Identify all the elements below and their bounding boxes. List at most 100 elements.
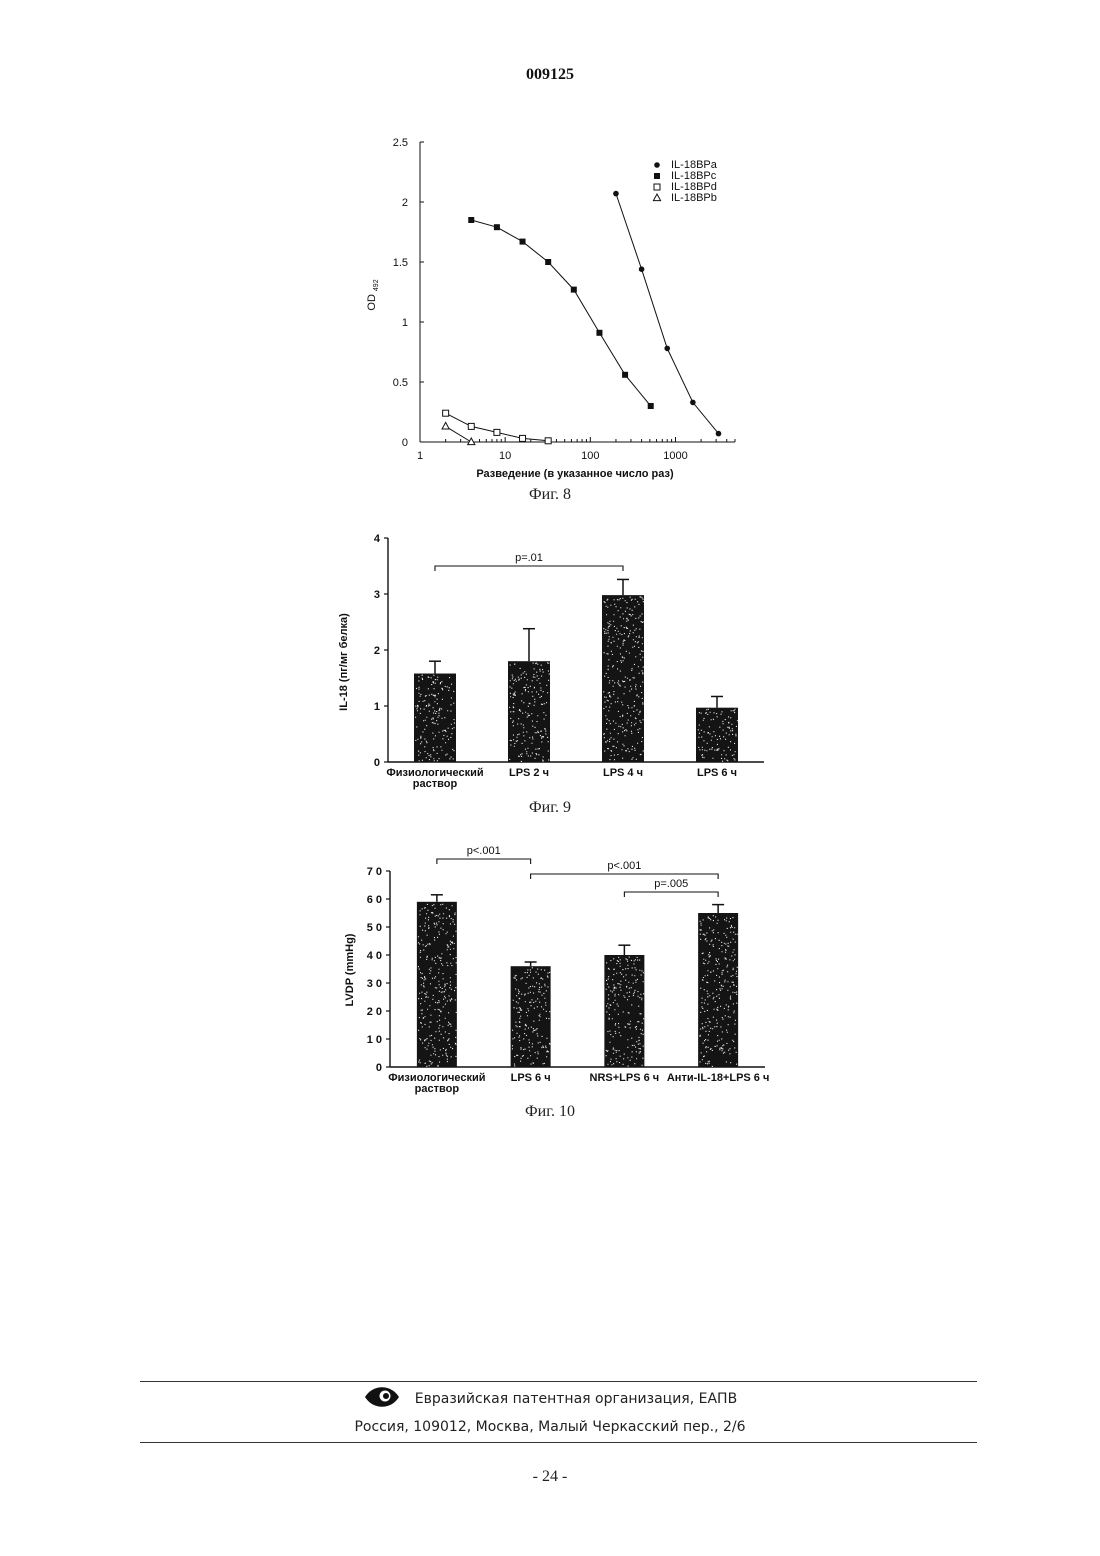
figure-9-body: 01234ФизиологическийрастворLPS 2 чLPS 4 … [374, 533, 764, 790]
figure-9-significance-bracket [435, 566, 623, 571]
footer-organization: Евразийская патентная организация, ЕАПВ [0, 1386, 1100, 1412]
figure-8-y-axis-label: OD 492 [366, 279, 380, 310]
figure-8-data-point [520, 435, 526, 441]
figure-8-data-point [520, 239, 526, 245]
figure-8-legend-label: IL-18BPb [671, 192, 717, 204]
figure-10-significance-bracket [624, 892, 718, 897]
figure-8-caption: Фиг. 8 [529, 486, 571, 503]
figure-10-caption: Фиг. 10 [525, 1103, 575, 1120]
figure-8-series-line [616, 194, 719, 434]
figure-9-category-label: раствор [413, 778, 458, 790]
figure-8-legend-marker [654, 162, 660, 168]
figure-9-category-label: LPS 2 ч [509, 767, 549, 779]
figure-10-bar [604, 955, 644, 1067]
figure-8-series [442, 191, 721, 445]
figure-8-data-point [443, 410, 449, 416]
figure-8-data-point [494, 429, 500, 435]
figure-10-y-axis-label: LVDP (mmHg) [344, 933, 356, 1006]
figure-10-significance-label: p<.001 [607, 860, 641, 872]
figure-9-bar [696, 708, 738, 762]
figure-8-y-tick-label: 2 [402, 197, 408, 209]
footer-bottom-rule [140, 1442, 977, 1443]
figure-8-y-tick-label: 2.5 [393, 137, 408, 149]
figure-9-bar-group [602, 579, 644, 762]
figure-9-bar-chart: 01234ФизиологическийрастворLPS 2 чLPS 4 … [0, 520, 1100, 820]
figure-10-y-tick-label: 5 0 [367, 922, 382, 934]
figure-10-bar-group [698, 905, 738, 1067]
figure-8-legend-marker [653, 194, 660, 201]
figure-9-bar [414, 674, 456, 762]
figure-8-series-line [471, 220, 650, 406]
figure-10-y-tick-label: 3 0 [367, 978, 382, 990]
footer-org-text: Евразийская патентная организация, ЕАПВ [415, 1391, 737, 1407]
eapo-eye-logo-icon [363, 1386, 401, 1412]
figure-8-data-point [648, 403, 654, 409]
figure-10-body: 01 02 03 04 05 06 07 0Физиологическийрас… [367, 845, 770, 1095]
figure-10-y-tick-label: 2 0 [367, 1006, 382, 1018]
figure-8-data-point [596, 330, 602, 336]
figure-9-bar-group [508, 629, 550, 762]
figure-8-series-IL-18BPc [468, 217, 653, 409]
figure-8-y-axis-label-main: OD [366, 294, 378, 311]
figure-8-legend-marker [654, 184, 660, 190]
figure-8-data-point [664, 346, 670, 352]
figure-8-x-tick-label: 1 [417, 450, 423, 462]
figure-8-y-tick-label: 1.5 [393, 257, 408, 269]
figure-10-y-tick-label: 4 0 [367, 950, 382, 962]
footer-top-rule [140, 1381, 977, 1382]
figure-10-significance-bracket [437, 859, 531, 864]
figure-10-y-tick-label: 7 0 [367, 866, 382, 878]
figure-10-y-tick-label: 0 [376, 1062, 382, 1074]
figure-10-y-tick-label: 1 0 [367, 1034, 382, 1046]
figure-8-data-point [442, 422, 449, 429]
figure-8-x-axis-label: Разведение (в указанное число раз) [476, 468, 674, 480]
figure-10-bar-group [417, 895, 457, 1067]
figure-9-y-tick-label: 3 [374, 589, 380, 601]
figure-10-category-label: раствор [415, 1083, 460, 1095]
figure-8-data-point [613, 191, 619, 197]
figure-10-y-tick-label: 6 0 [367, 894, 382, 906]
figure-8-series-line [446, 413, 549, 441]
figure-8-data-point [468, 423, 474, 429]
figure-9-significance-label: p=.01 [515, 552, 543, 564]
page-number: - 24 - [0, 1468, 1100, 1486]
figure-10-significance-label: p<.001 [467, 845, 501, 857]
figure-10-bar-chart: 01 02 03 04 05 06 07 0Физиологическийрас… [0, 820, 1100, 1120]
figure-8-x-tick-label: 10 [499, 450, 511, 462]
figure-9-bar-group [696, 696, 738, 762]
figure-8-data-point [690, 400, 696, 406]
figure-8-y-axis-label-sub: 492 [373, 279, 380, 291]
figure-8-data-point [639, 266, 645, 272]
figure-8-data-point [571, 287, 577, 293]
figure-8-data-point [716, 431, 722, 437]
figure-10-bar-group [511, 962, 551, 1067]
figure-10-significance-label: p=.005 [654, 878, 688, 890]
figure-10-significance-bracket [531, 874, 719, 879]
figure-8-data-point [545, 438, 551, 444]
figure-10-bar-group [604, 945, 644, 1067]
figure-8-x-tick-label: 100 [581, 450, 599, 462]
figure-8-legend-marker [654, 173, 660, 179]
figure-8-data-point [468, 438, 475, 445]
figure-9-bar-group [414, 661, 456, 762]
figure-9-y-tick-label: 4 [374, 533, 381, 545]
figure-10-bar [511, 966, 551, 1067]
figure-8-x-tick-label: 1000 [663, 450, 687, 462]
figure-8-scatter-chart: 0 0.5 1 1.5 2 2.5 1 10 100 1000 IL-18BPaIL-18BPcI… [0, 0, 1100, 520]
figure-8-y-tick-label: 0 [402, 437, 408, 449]
figure-8-legend: IL-18BPaIL-18BPcIL-18BPdIL-18BPb [653, 159, 717, 204]
figure-8-data-point [622, 372, 628, 378]
figure-8-y-tick-label: 1 [402, 317, 408, 329]
figure-8-y-tick-label: 0.5 [393, 377, 408, 389]
figure-9-caption: Фиг. 9 [529, 799, 571, 816]
figure-9-y-tick-label: 2 [374, 645, 380, 657]
figure-9-bar [602, 595, 644, 762]
figure-9-category-label: LPS 4 ч [603, 767, 643, 779]
figure-10-bar [417, 902, 457, 1067]
figure-10-category-label: LPS 6 ч [511, 1072, 551, 1084]
figure-9-category-label: LPS 6 ч [697, 767, 737, 779]
figure-8-data-point [545, 259, 551, 265]
footer-address: Россия, 109012, Москва, Малый Черкасский… [0, 1419, 1100, 1435]
figure-8-data-point [494, 224, 500, 230]
figure-8-series-IL-18BPa [613, 191, 721, 437]
